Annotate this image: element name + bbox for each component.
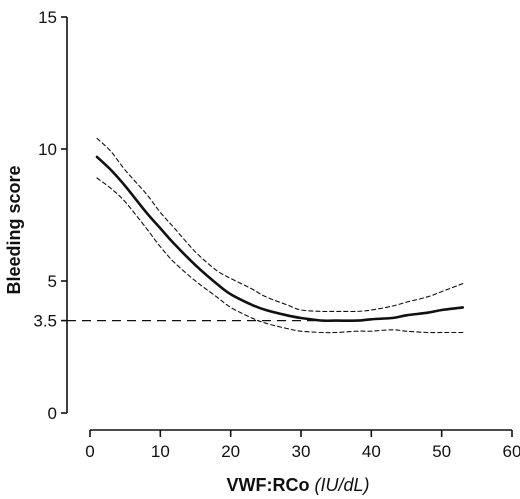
y-tick-label: 10 <box>38 140 57 159</box>
x-tick-label: 10 <box>151 442 170 461</box>
series-line-upper-ci <box>96 137 464 313</box>
y-tick-label: 3.5 <box>33 312 57 331</box>
x-axis-title-name: VWF:RCo <box>226 475 309 495</box>
y-ticks: 0 3.5 5 10 15 <box>33 8 67 423</box>
y-tick-label: 0 <box>48 404 57 423</box>
x-ticks: 0 10 20 30 40 50 60 <box>85 430 520 461</box>
series-line-fit <box>95 155 465 323</box>
y-axis-title: Bleeding score <box>4 165 24 294</box>
series-line-lower-ci <box>96 177 464 334</box>
x-tick-label: 0 <box>85 442 94 461</box>
x-axis-title: VWF:RCo (IU/dL) <box>226 475 369 495</box>
x-tick-label: 60 <box>503 442 520 461</box>
x-axis-title-unit: (IU/dL) <box>314 475 369 495</box>
axes <box>66 17 512 431</box>
x-tick-label: 20 <box>221 442 240 461</box>
y-tick-label: 15 <box>38 8 57 27</box>
x-tick-label: 30 <box>292 442 311 461</box>
x-tick-label: 40 <box>362 442 381 461</box>
series-layer <box>95 137 465 334</box>
x-tick-label: 50 <box>432 442 451 461</box>
y-tick-label: 5 <box>48 272 57 291</box>
